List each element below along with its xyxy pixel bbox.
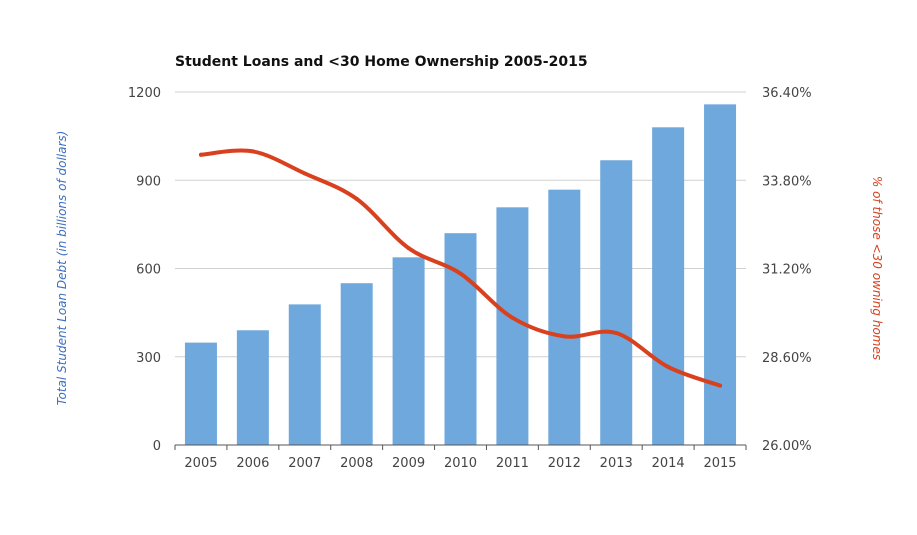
- y-tick-right-label: 28.60%: [762, 351, 812, 366]
- bar: [444, 233, 477, 445]
- y-tick-left-label: 0: [153, 439, 161, 454]
- bar: [600, 160, 633, 445]
- bar: [704, 104, 737, 445]
- x-tick-label: 2014: [652, 456, 685, 471]
- line-series: [198, 148, 723, 388]
- bar: [288, 304, 321, 445]
- y-axis-left-label: Total Student Loan Debt (in billions of …: [55, 131, 69, 406]
- chart-title: Student Loans and <30 Home Ownership 200…: [175, 54, 588, 70]
- bar: [340, 283, 373, 445]
- x-tick-label: 2008: [340, 456, 373, 471]
- y-tick-right-label: 33.80%: [762, 174, 812, 189]
- y-tick-right-label: 31.20%: [762, 263, 812, 278]
- y-tick-left-label: 900: [136, 174, 161, 189]
- x-tick-label: 2006: [236, 456, 269, 471]
- x-tick-label: 2015: [703, 456, 736, 471]
- line-point: [614, 330, 619, 335]
- bar: [652, 127, 685, 446]
- line-point: [666, 364, 671, 369]
- axes: 0 26.00% 300 28.60% 600 31.20% 900 33.80% 1200 36…: [128, 86, 812, 471]
- x-tick-label: 2013: [600, 456, 633, 471]
- x-tick-label: 2012: [548, 456, 581, 471]
- line-point: [302, 171, 307, 176]
- line-point: [198, 152, 203, 157]
- y-tick-left-label: 1200: [128, 86, 161, 101]
- y-tick-right-label: 36.40%: [762, 86, 812, 101]
- x-tick-label: 2007: [288, 456, 321, 471]
- line-point: [510, 315, 515, 320]
- x-tick-label: 2010: [444, 456, 477, 471]
- x-tick-label: 2005: [184, 456, 217, 471]
- bar-series: [184, 104, 737, 446]
- line-point: [718, 383, 723, 388]
- bar: [184, 342, 217, 445]
- line-point: [562, 334, 567, 339]
- y-tick-right-label: 26.00%: [762, 439, 812, 454]
- y-tick-left-label: 300: [136, 351, 161, 366]
- bar: [392, 257, 425, 445]
- bar: [236, 330, 269, 445]
- bar: [496, 207, 529, 445]
- x-tick-label: 2009: [392, 456, 425, 471]
- y-tick-left-label: 600: [136, 263, 161, 278]
- bar: [548, 189, 581, 445]
- line-point: [406, 246, 411, 251]
- line-point: [458, 271, 463, 276]
- line-point: [250, 149, 255, 154]
- y-axis-right-label: % of those <30 owning homes: [870, 176, 884, 360]
- line-point: [354, 196, 359, 201]
- x-tick-label: 2011: [496, 456, 529, 471]
